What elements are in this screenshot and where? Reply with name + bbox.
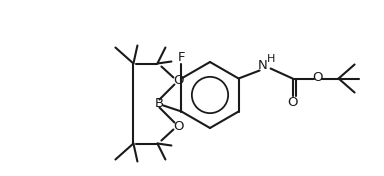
Text: B: B	[155, 97, 164, 110]
Text: H: H	[266, 55, 275, 64]
Text: F: F	[178, 51, 185, 64]
Text: O: O	[173, 74, 184, 87]
Text: N: N	[258, 59, 267, 72]
Text: O: O	[173, 120, 184, 133]
Text: O: O	[287, 96, 298, 109]
Text: O: O	[312, 71, 323, 84]
